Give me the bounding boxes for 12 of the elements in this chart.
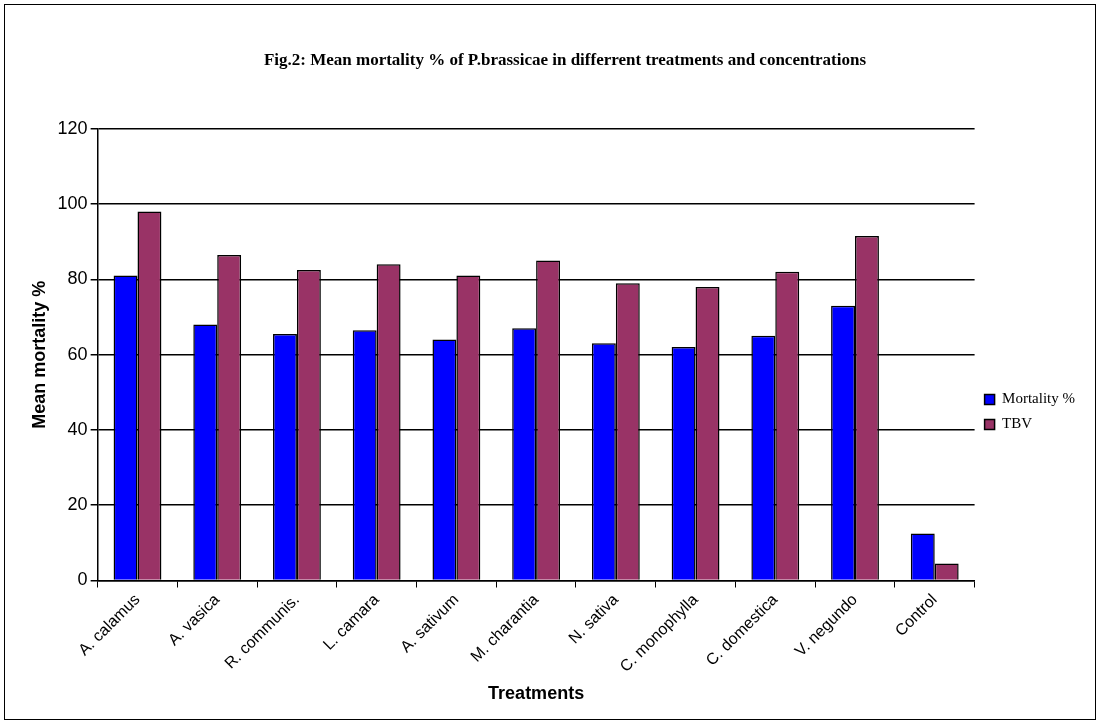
y-tick-label: 80	[67, 268, 88, 289]
legend-label: Mortality %	[1002, 390, 1075, 407]
y-tick-label: 60	[67, 343, 88, 364]
y-axis-title: Mean mortality %	[28, 280, 49, 429]
y-tick-label: 0	[77, 569, 88, 590]
y-tick-label: 20	[67, 494, 88, 515]
y-tick-label: 40	[67, 418, 88, 439]
legend-label: TBV	[1002, 415, 1033, 432]
y-tick-label: 100	[57, 193, 88, 214]
x-axis-title: Treatments	[488, 683, 585, 704]
y-tick-label: 120	[57, 117, 88, 138]
chart-title: Fig.2: Mean mortality % of P.brassicae in differrent treatments and concentrations	[262, 49, 868, 71]
